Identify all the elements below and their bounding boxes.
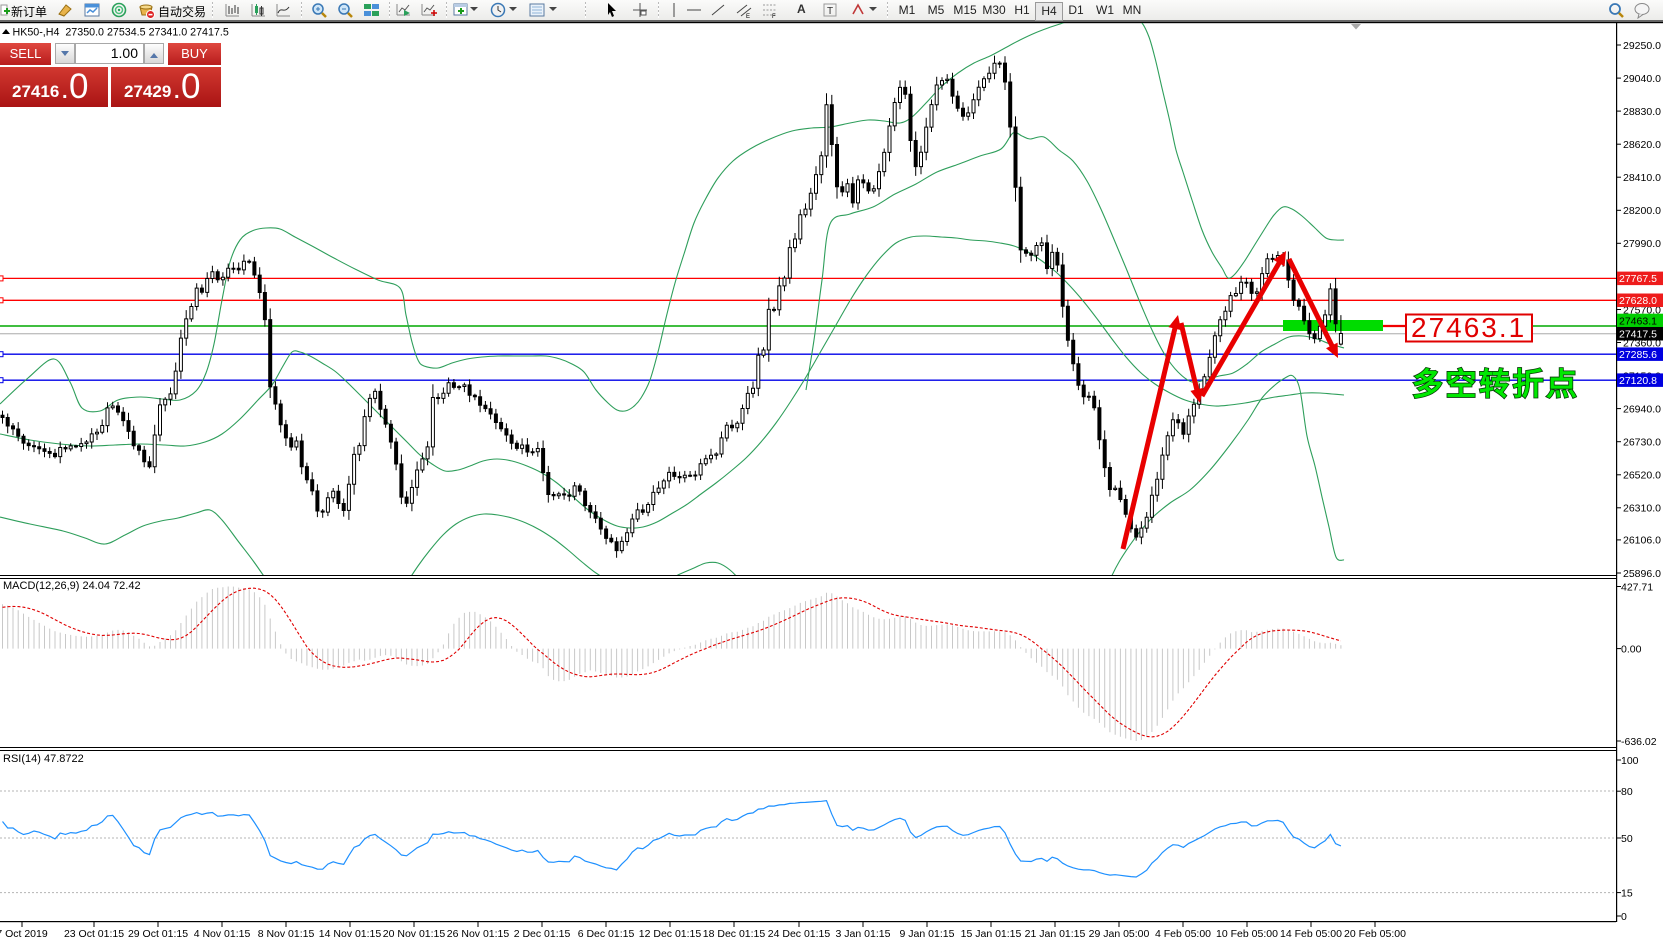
- svg-text:28830.0: 28830.0: [1623, 106, 1661, 118]
- svg-text:27417.5: 27417.5: [1619, 329, 1657, 341]
- svg-text:MACD(12,26,9) 24.04 72.42: MACD(12,26,9) 24.04 72.42: [3, 580, 141, 592]
- svg-text:HK50-,H4 27350.0 27534.5 2734: HK50-,H4 27350.0 27534.5 27341.0 27417.5: [13, 27, 229, 39]
- svg-text:21 Jan 01:15: 21 Jan 01:15: [1025, 928, 1086, 940]
- svg-text:27767.5: 27767.5: [1619, 273, 1657, 285]
- svg-text:27990.0: 27990.0: [1623, 238, 1661, 250]
- svg-text:29 Oct 01:15: 29 Oct 01:15: [128, 928, 188, 940]
- svg-text:7 Oct 2019: 7 Oct 2019: [0, 928, 48, 940]
- svg-text:6 Dec 01:15: 6 Dec 01:15: [578, 928, 635, 940]
- svg-text:E: E: [746, 14, 750, 19]
- svg-text:4 Nov 01:15: 4 Nov 01:15: [194, 928, 251, 940]
- svg-text:50: 50: [1621, 833, 1633, 845]
- svg-text:24 Dec 01:15: 24 Dec 01:15: [768, 928, 831, 940]
- svg-text:27628.0: 27628.0: [1619, 295, 1657, 307]
- svg-text:0.00: 0.00: [1621, 643, 1642, 655]
- svg-text:26520.0: 26520.0: [1623, 470, 1661, 482]
- svg-text:26 Nov 01:15: 26 Nov 01:15: [447, 928, 510, 940]
- svg-text:14 Feb 05:00: 14 Feb 05:00: [1280, 928, 1342, 940]
- svg-text:18 Dec 01:15: 18 Dec 01:15: [703, 928, 766, 940]
- svg-text:15 Jan 01:15: 15 Jan 01:15: [961, 928, 1022, 940]
- svg-text:27285.6: 27285.6: [1619, 349, 1657, 361]
- svg-text:27463.1: 27463.1: [1411, 312, 1526, 343]
- svg-text:29040.0: 29040.0: [1623, 73, 1661, 85]
- svg-text:2 Dec 01:15: 2 Dec 01:15: [514, 928, 571, 940]
- svg-text:8 Nov 01:15: 8 Nov 01:15: [258, 928, 315, 940]
- svg-text:多空转折点: 多空转折点: [1412, 367, 1580, 402]
- svg-text:23 Oct 01:15: 23 Oct 01:15: [64, 928, 124, 940]
- svg-text:100: 100: [1621, 755, 1639, 767]
- svg-text:29 Jan 05:00: 29 Jan 05:00: [1089, 928, 1150, 940]
- svg-text:26940.0: 26940.0: [1623, 403, 1661, 415]
- svg-text:20 Feb 05:00: 20 Feb 05:00: [1344, 928, 1406, 940]
- svg-text:F: F: [772, 14, 776, 19]
- svg-text:26310.0: 26310.0: [1623, 503, 1661, 515]
- svg-text:27120.8: 27120.8: [1619, 375, 1657, 387]
- svg-text:-636.02: -636.02: [1621, 736, 1657, 748]
- svg-text:20 Nov 01:15: 20 Nov 01:15: [383, 928, 446, 940]
- svg-text:28200.0: 28200.0: [1623, 205, 1661, 217]
- svg-text:25896.0: 25896.0: [1623, 568, 1661, 580]
- svg-text:28410.0: 28410.0: [1623, 172, 1661, 184]
- svg-text:80: 80: [1621, 786, 1633, 798]
- svg-text:0: 0: [1621, 911, 1627, 923]
- svg-text:27463.1: 27463.1: [1619, 315, 1657, 327]
- svg-text:10 Feb 05:00: 10 Feb 05:00: [1216, 928, 1278, 940]
- svg-text:12 Dec 01:15: 12 Dec 01:15: [639, 928, 702, 940]
- svg-text:28620.0: 28620.0: [1623, 139, 1661, 151]
- svg-text:27570.0: 27570.0: [1623, 304, 1661, 316]
- svg-text:26106.0: 26106.0: [1623, 535, 1661, 547]
- svg-text:15: 15: [1621, 887, 1633, 899]
- svg-text:T: T: [827, 6, 833, 17]
- svg-text:RSI(14) 47.8722: RSI(14) 47.8722: [3, 753, 84, 765]
- svg-text:9 Jan 01:15: 9 Jan 01:15: [900, 928, 955, 940]
- svg-text:427.71: 427.71: [1621, 581, 1653, 593]
- svg-text:26730.0: 26730.0: [1623, 437, 1661, 449]
- svg-text:29250.0: 29250.0: [1623, 40, 1661, 52]
- svg-text:4 Feb 05:00: 4 Feb 05:00: [1155, 928, 1211, 940]
- svg-text:3 Jan 01:15: 3 Jan 01:15: [836, 928, 891, 940]
- svg-text:14 Nov 01:15: 14 Nov 01:15: [319, 928, 382, 940]
